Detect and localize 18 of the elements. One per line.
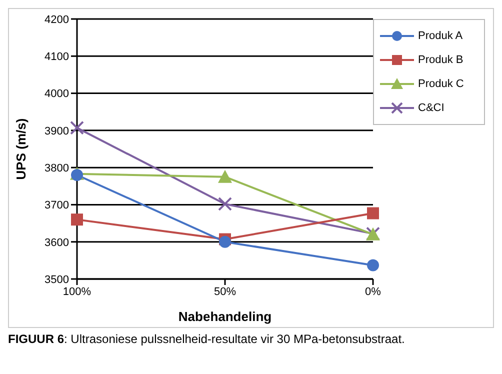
y-tick-label: 3600 — [44, 236, 69, 249]
x-tick-label: 100% — [62, 286, 92, 298]
y-tick-label: 4100 — [44, 51, 69, 64]
text: FIGUUR 6: Ultrasoniese pulssnelheid-resultate vir 30 MPa-betonsubstraat. — [8, 332, 406, 346]
y-tick-label: 4000 — [44, 88, 69, 100]
y-tick-label: 3700 — [44, 200, 69, 212]
y-axis-title: UPS (m/s) — [14, 118, 29, 180]
y-tick-label: 3900 — [44, 125, 69, 138]
y-tick-label: 3500 — [44, 274, 69, 286]
legend-label: Produk B — [418, 54, 464, 66]
x-tick-label: 50% — [214, 286, 236, 298]
y-tick-label: 3800 — [44, 162, 69, 174]
y-tick-label: 4200 — [44, 14, 69, 26]
x-tick-label: 0% — [365, 286, 382, 298]
legend-label: Produk A — [418, 30, 463, 42]
legend-label: C&CI — [418, 102, 444, 114]
legend-label: Produk C — [418, 78, 464, 90]
x-axis-title: Nabehandeling — [178, 309, 272, 324]
